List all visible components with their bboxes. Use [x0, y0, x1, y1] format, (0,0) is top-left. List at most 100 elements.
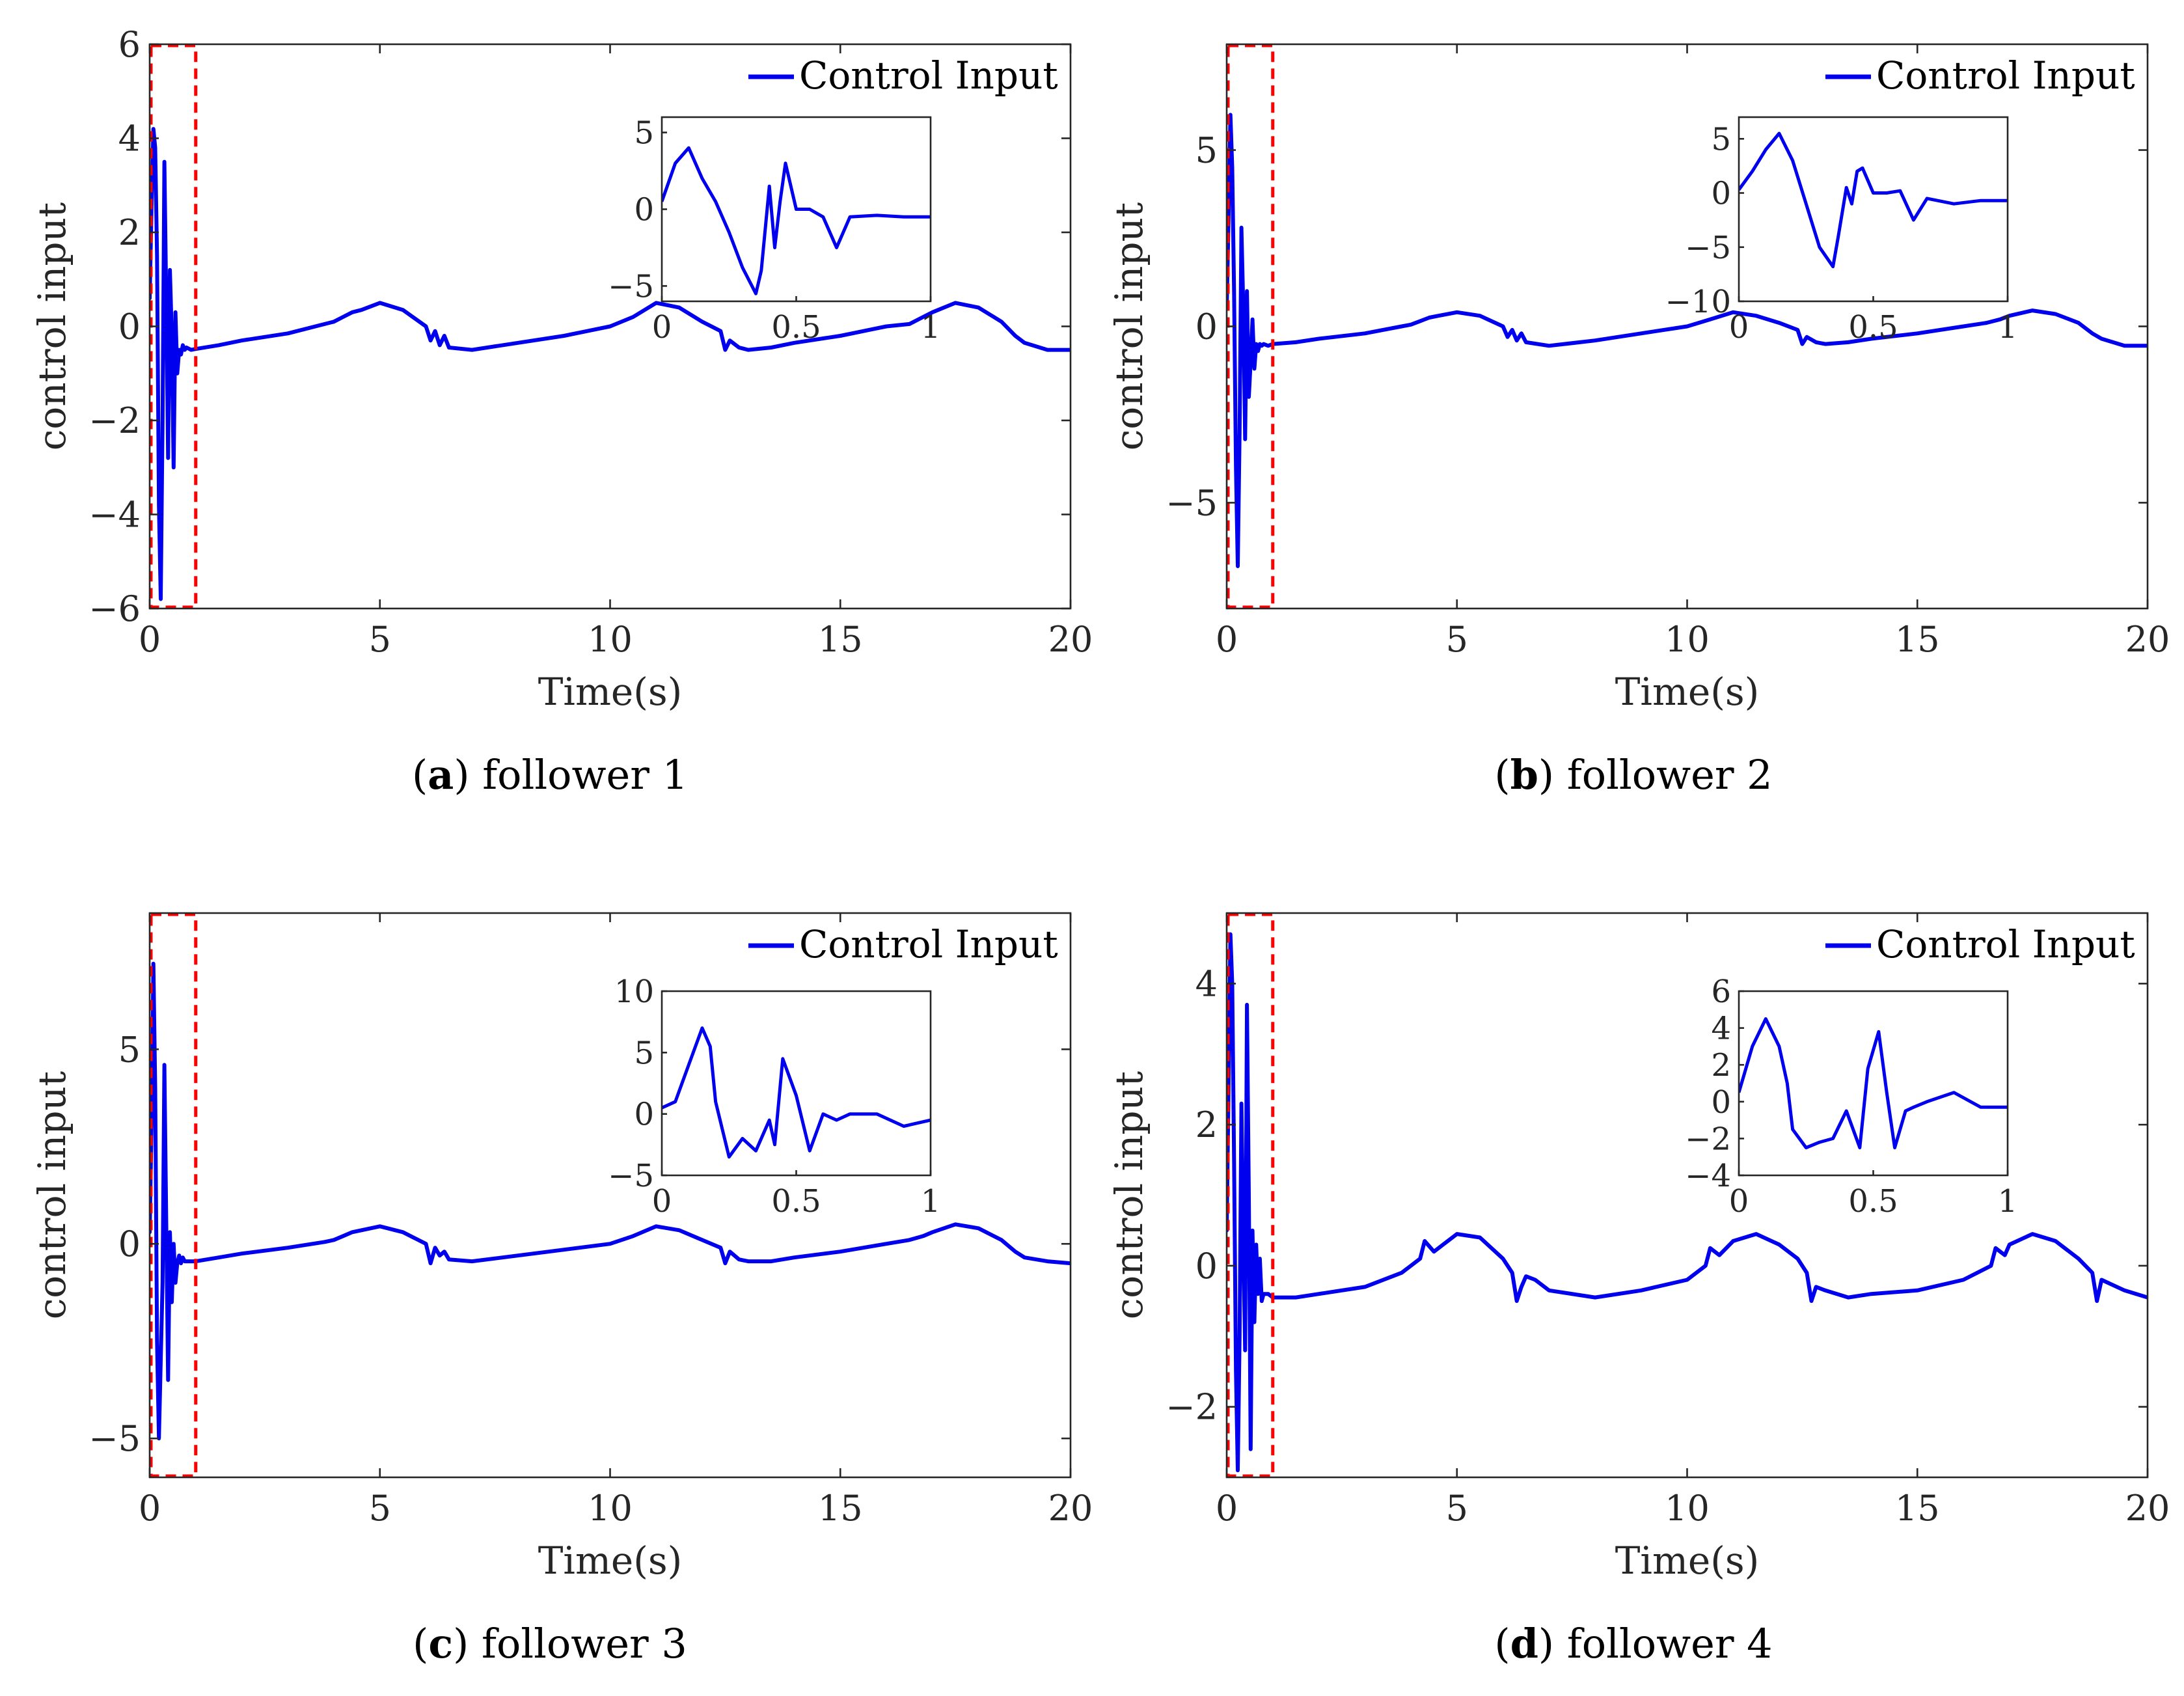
- inset-x-tick-label: 1: [1998, 309, 2018, 346]
- x-tick-label: 20: [2125, 619, 2170, 660]
- y-axis-label: control input: [30, 202, 74, 450]
- y-tick-label: 6: [118, 24, 141, 65]
- x-tick-label: 10: [1665, 619, 1710, 660]
- inset-y-tick-label: 5: [634, 115, 654, 152]
- inset-x-tick-label: 1: [921, 1183, 941, 1220]
- x-tick-label: 20: [1048, 619, 1093, 660]
- inset-series-line: [1739, 1017, 2008, 1149]
- inset-x-tick-label: 0: [652, 309, 672, 346]
- y-tick-label: 0: [118, 307, 141, 348]
- legend-label: Control Input: [799, 53, 1058, 98]
- y-tick-label: 0: [1195, 307, 1218, 348]
- inset-x-tick-label: 0.5: [1848, 1183, 1898, 1220]
- x-tick-label: 5: [369, 1488, 391, 1529]
- inset-x-tick-label: 0.5: [1848, 309, 1898, 346]
- x-tick-label: 15: [1895, 1488, 1940, 1529]
- x-axis-label: Time(s): [1615, 670, 1760, 714]
- caption-text: ) follower 4: [1538, 1620, 1773, 1667]
- subplot-caption: (a) follower 1: [412, 751, 688, 799]
- inset-y-tick-label: 6: [1711, 974, 1731, 1010]
- inset-y-tick-label: −2: [1685, 1121, 1731, 1157]
- legend-label: Control Input: [1876, 922, 2135, 966]
- x-tick-label: 20: [1048, 1488, 1093, 1529]
- inset-x-tick-label: 0.5: [771, 309, 821, 346]
- caption-letter: c: [428, 1620, 453, 1667]
- series-line-control-input: [150, 127, 1071, 601]
- x-tick-label: 0: [1216, 1488, 1238, 1529]
- y-axis-label: control input: [30, 1071, 74, 1319]
- series-line-control-input: [1227, 932, 2148, 1473]
- legend-label: Control Input: [799, 922, 1058, 966]
- caption-open-paren: (: [413, 1620, 428, 1667]
- zoom-region-box: [1226, 912, 1275, 1478]
- y-tick-label: 0: [1195, 1246, 1218, 1287]
- inset-y-tick-label: 5: [1711, 121, 1731, 157]
- x-tick-label: 15: [818, 1488, 863, 1529]
- y-axis-label: control input: [1107, 1071, 1151, 1319]
- x-tick-label: 10: [588, 1488, 633, 1529]
- y-tick-label: 2: [1195, 1104, 1218, 1145]
- legend: Control Input: [748, 922, 1058, 966]
- inset-x-tick-label: 0: [652, 1183, 672, 1220]
- caption-text: ) follower 1: [454, 751, 688, 799]
- inset-y-tick-label: 5: [634, 1035, 654, 1071]
- inset-x-tick-label: 0: [1729, 1183, 1749, 1220]
- x-tick-label: 0: [139, 1488, 161, 1529]
- y-tick-label: 4: [118, 118, 141, 159]
- inset-x-tick-label: 1: [921, 309, 941, 346]
- inset-y-tick-label: −4: [1685, 1158, 1731, 1194]
- inset-y-tick-label: 0: [634, 192, 654, 228]
- inset-y-tick-label: 4: [1711, 1011, 1731, 1047]
- legend: Control Input: [1825, 922, 2135, 966]
- y-tick-label: −2: [1166, 1387, 1218, 1428]
- inset-y-tick-label: −5: [1685, 230, 1731, 266]
- x-tick-label: 10: [1665, 1488, 1710, 1529]
- inset-x-tick-label: 0.5: [771, 1183, 821, 1220]
- x-tick-label: 20: [2125, 1488, 2170, 1529]
- inset-y-tick-label: 0: [1711, 1084, 1731, 1121]
- y-tick-label: 5: [1195, 130, 1218, 171]
- legend-label: Control Input: [1876, 53, 2135, 98]
- inset-y-tick-label: −5: [608, 1158, 654, 1194]
- x-axis-label: Time(s): [538, 1539, 683, 1583]
- inset-y-tick-label: −5: [608, 268, 654, 305]
- y-tick-label: −4: [89, 495, 141, 536]
- x-tick-label: 5: [369, 619, 391, 660]
- x-tick-label: 0: [139, 619, 161, 660]
- inset-background: [662, 991, 931, 1175]
- inset-y-tick-label: 0: [1711, 176, 1731, 212]
- subplot-caption: (c) follower 3: [413, 1620, 687, 1667]
- series-line-control-input: [150, 961, 1071, 1441]
- series-line-control-input: [1227, 113, 2148, 568]
- x-tick-label: 5: [1446, 1488, 1468, 1529]
- y-tick-label: 2: [118, 212, 141, 253]
- y-tick-label: 4: [1195, 963, 1218, 1004]
- inset-x-tick-label: 1: [1998, 1183, 2018, 1220]
- caption-open-paren: (: [1494, 751, 1510, 799]
- legend: Control Input: [748, 53, 1058, 98]
- x-tick-label: 10: [588, 619, 633, 660]
- caption-text: ) follower 3: [453, 1620, 687, 1667]
- inset-series-line: [662, 1026, 931, 1159]
- x-axis-label: Time(s): [1615, 1539, 1760, 1583]
- inset-series-line: [1739, 131, 2008, 269]
- caption-letter: b: [1510, 751, 1538, 799]
- inset-y-tick-label: 2: [1711, 1047, 1731, 1084]
- x-axis-label: Time(s): [538, 670, 683, 714]
- caption-letter: a: [428, 751, 454, 799]
- inset-y-tick-label: −10: [1665, 284, 1731, 320]
- y-tick-label: 5: [118, 1029, 141, 1070]
- y-tick-label: −2: [89, 400, 141, 441]
- y-tick-label: −5: [1166, 482, 1218, 523]
- caption-open-paren: (: [412, 751, 428, 799]
- x-tick-label: 5: [1446, 619, 1468, 660]
- inset-x-tick-label: 0: [1729, 309, 1749, 346]
- inset-plot: 0 0.5 1 −10 −5 0 5: [1665, 116, 2018, 346]
- x-tick-label: 15: [1895, 619, 1940, 660]
